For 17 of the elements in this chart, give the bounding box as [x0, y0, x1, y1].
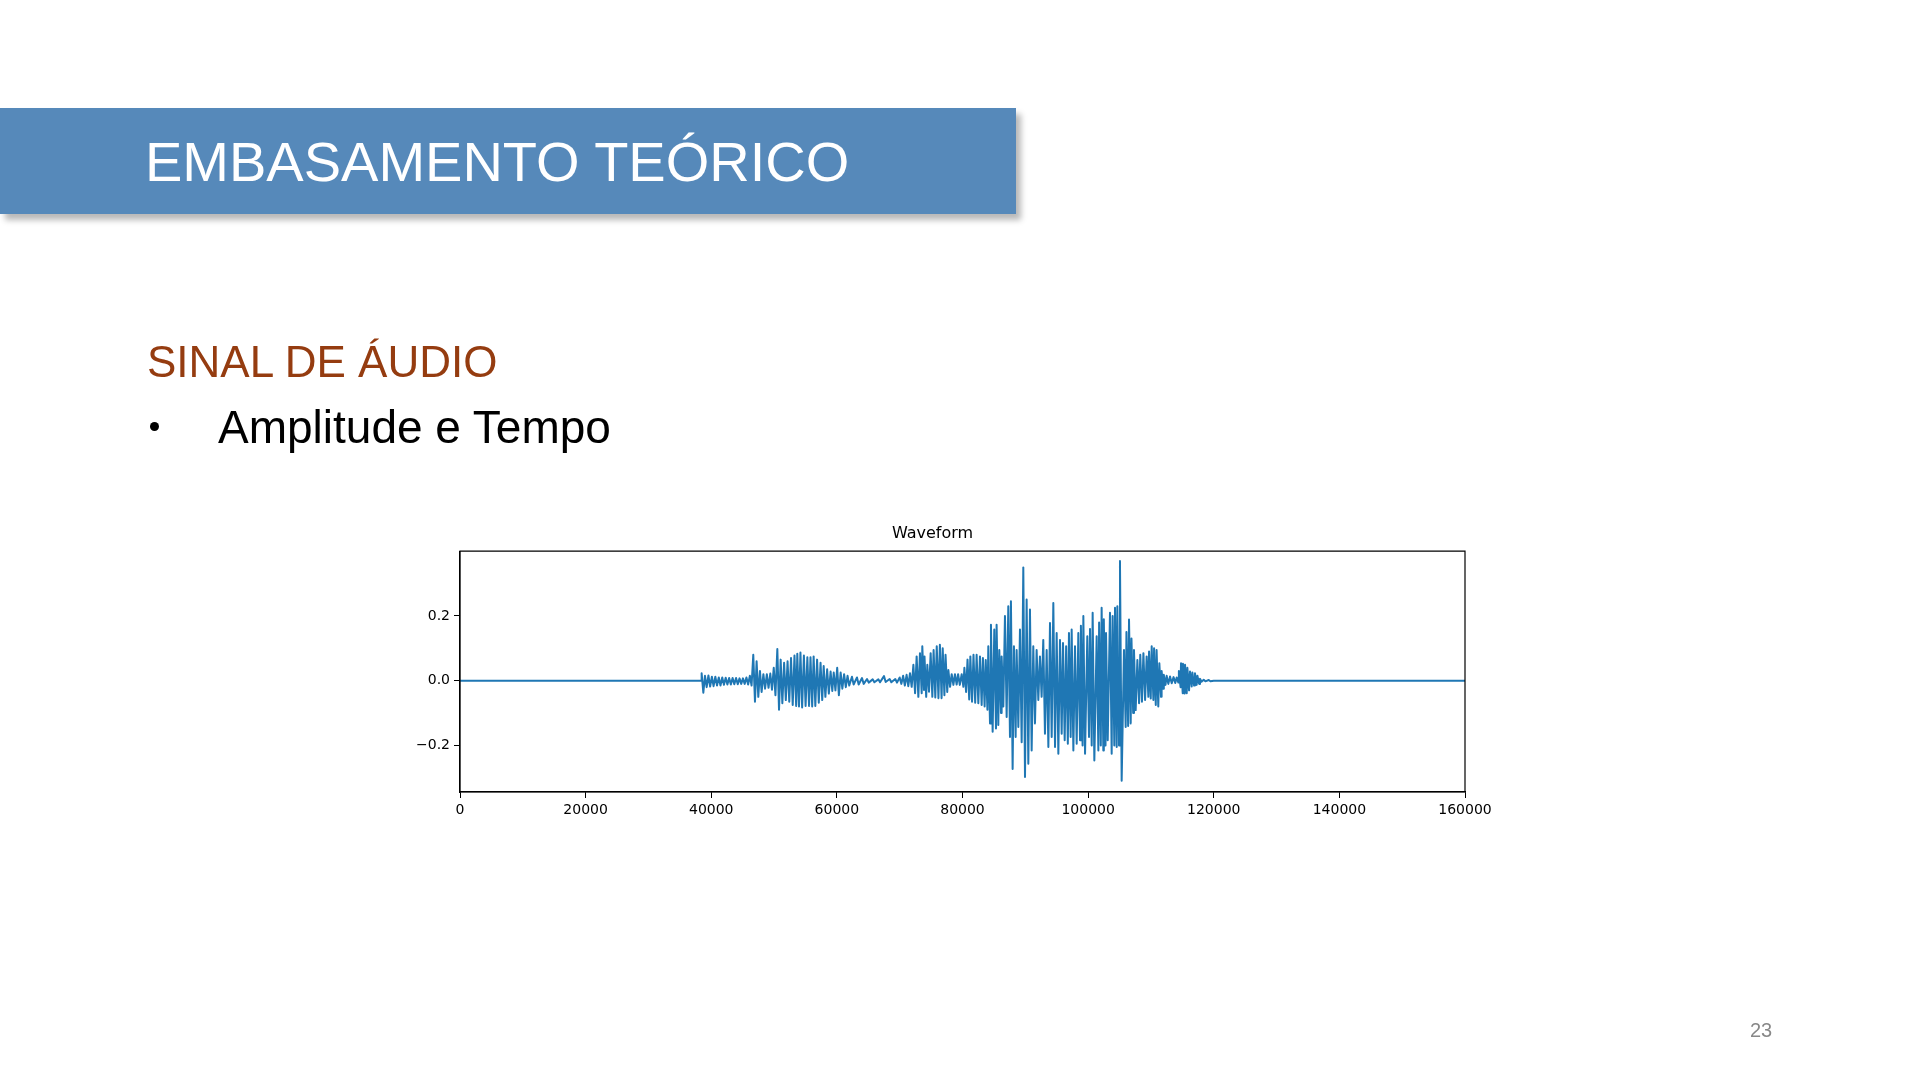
x-tick-label: 120000 [1187, 801, 1241, 818]
x-tick-label: 100000 [1061, 801, 1115, 818]
y-tick-label: 0.0 [427, 671, 450, 688]
text: Amplitude e Tempo [218, 401, 611, 453]
text: EMBASAMENTO TEÓRICO [145, 130, 850, 193]
text: 23 [1750, 1019, 1773, 1041]
x-tick-label: 60000 [814, 801, 860, 818]
x-tick-label: 140000 [1312, 801, 1367, 818]
x-tick-label: 160000 [1438, 801, 1492, 818]
x-tick-label: 40000 [688, 801, 734, 818]
chart-title: Waveform [891, 522, 974, 542]
x-tick-label: 0 [455, 801, 465, 818]
x-tick-label: 20000 [563, 801, 608, 818]
y-tick-label: 0.2 [427, 606, 450, 623]
y-tick-label: −0.2 [416, 736, 450, 753]
x-tick-label: 80000 [940, 801, 985, 818]
text: SINAL DE ÁUDIO [147, 337, 498, 386]
